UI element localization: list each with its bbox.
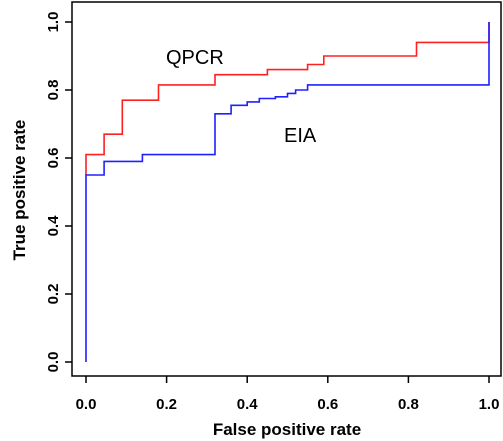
plot-frame xyxy=(71,1,502,377)
x-tick-label: 1.0 xyxy=(479,396,500,413)
x-tick-label: 0.0 xyxy=(76,396,97,413)
y-tick-label: 0.6 xyxy=(45,148,62,169)
y-tick-label: 0.2 xyxy=(45,284,62,305)
series-line-eia xyxy=(85,22,490,362)
y-axis-title: True positive rate xyxy=(10,120,29,261)
series-label-eia: EIA xyxy=(284,125,317,147)
x-axis-title: False positive rate xyxy=(213,420,361,439)
x-tick-label: 0.8 xyxy=(398,396,419,413)
y-axis: 0.0 0.2 0.4 0.6 0.8 1.0 xyxy=(45,12,72,373)
y-tick-label: 0.8 xyxy=(45,80,62,101)
series-label-qpcr: QPCR xyxy=(166,47,224,69)
x-tick-label: 0.6 xyxy=(317,396,338,413)
x-tick-label: 0.4 xyxy=(237,396,259,413)
x-tick-label: 0.2 xyxy=(156,396,177,413)
y-tick-label: 0.4 xyxy=(45,215,62,237)
x-axis: 0.0 0.2 0.4 0.6 0.8 1.0 xyxy=(76,376,500,413)
y-tick-label: 1.0 xyxy=(45,12,62,33)
series-line-qpcr xyxy=(85,22,490,175)
series-layer xyxy=(85,22,490,362)
y-tick-label: 0.0 xyxy=(45,352,62,373)
